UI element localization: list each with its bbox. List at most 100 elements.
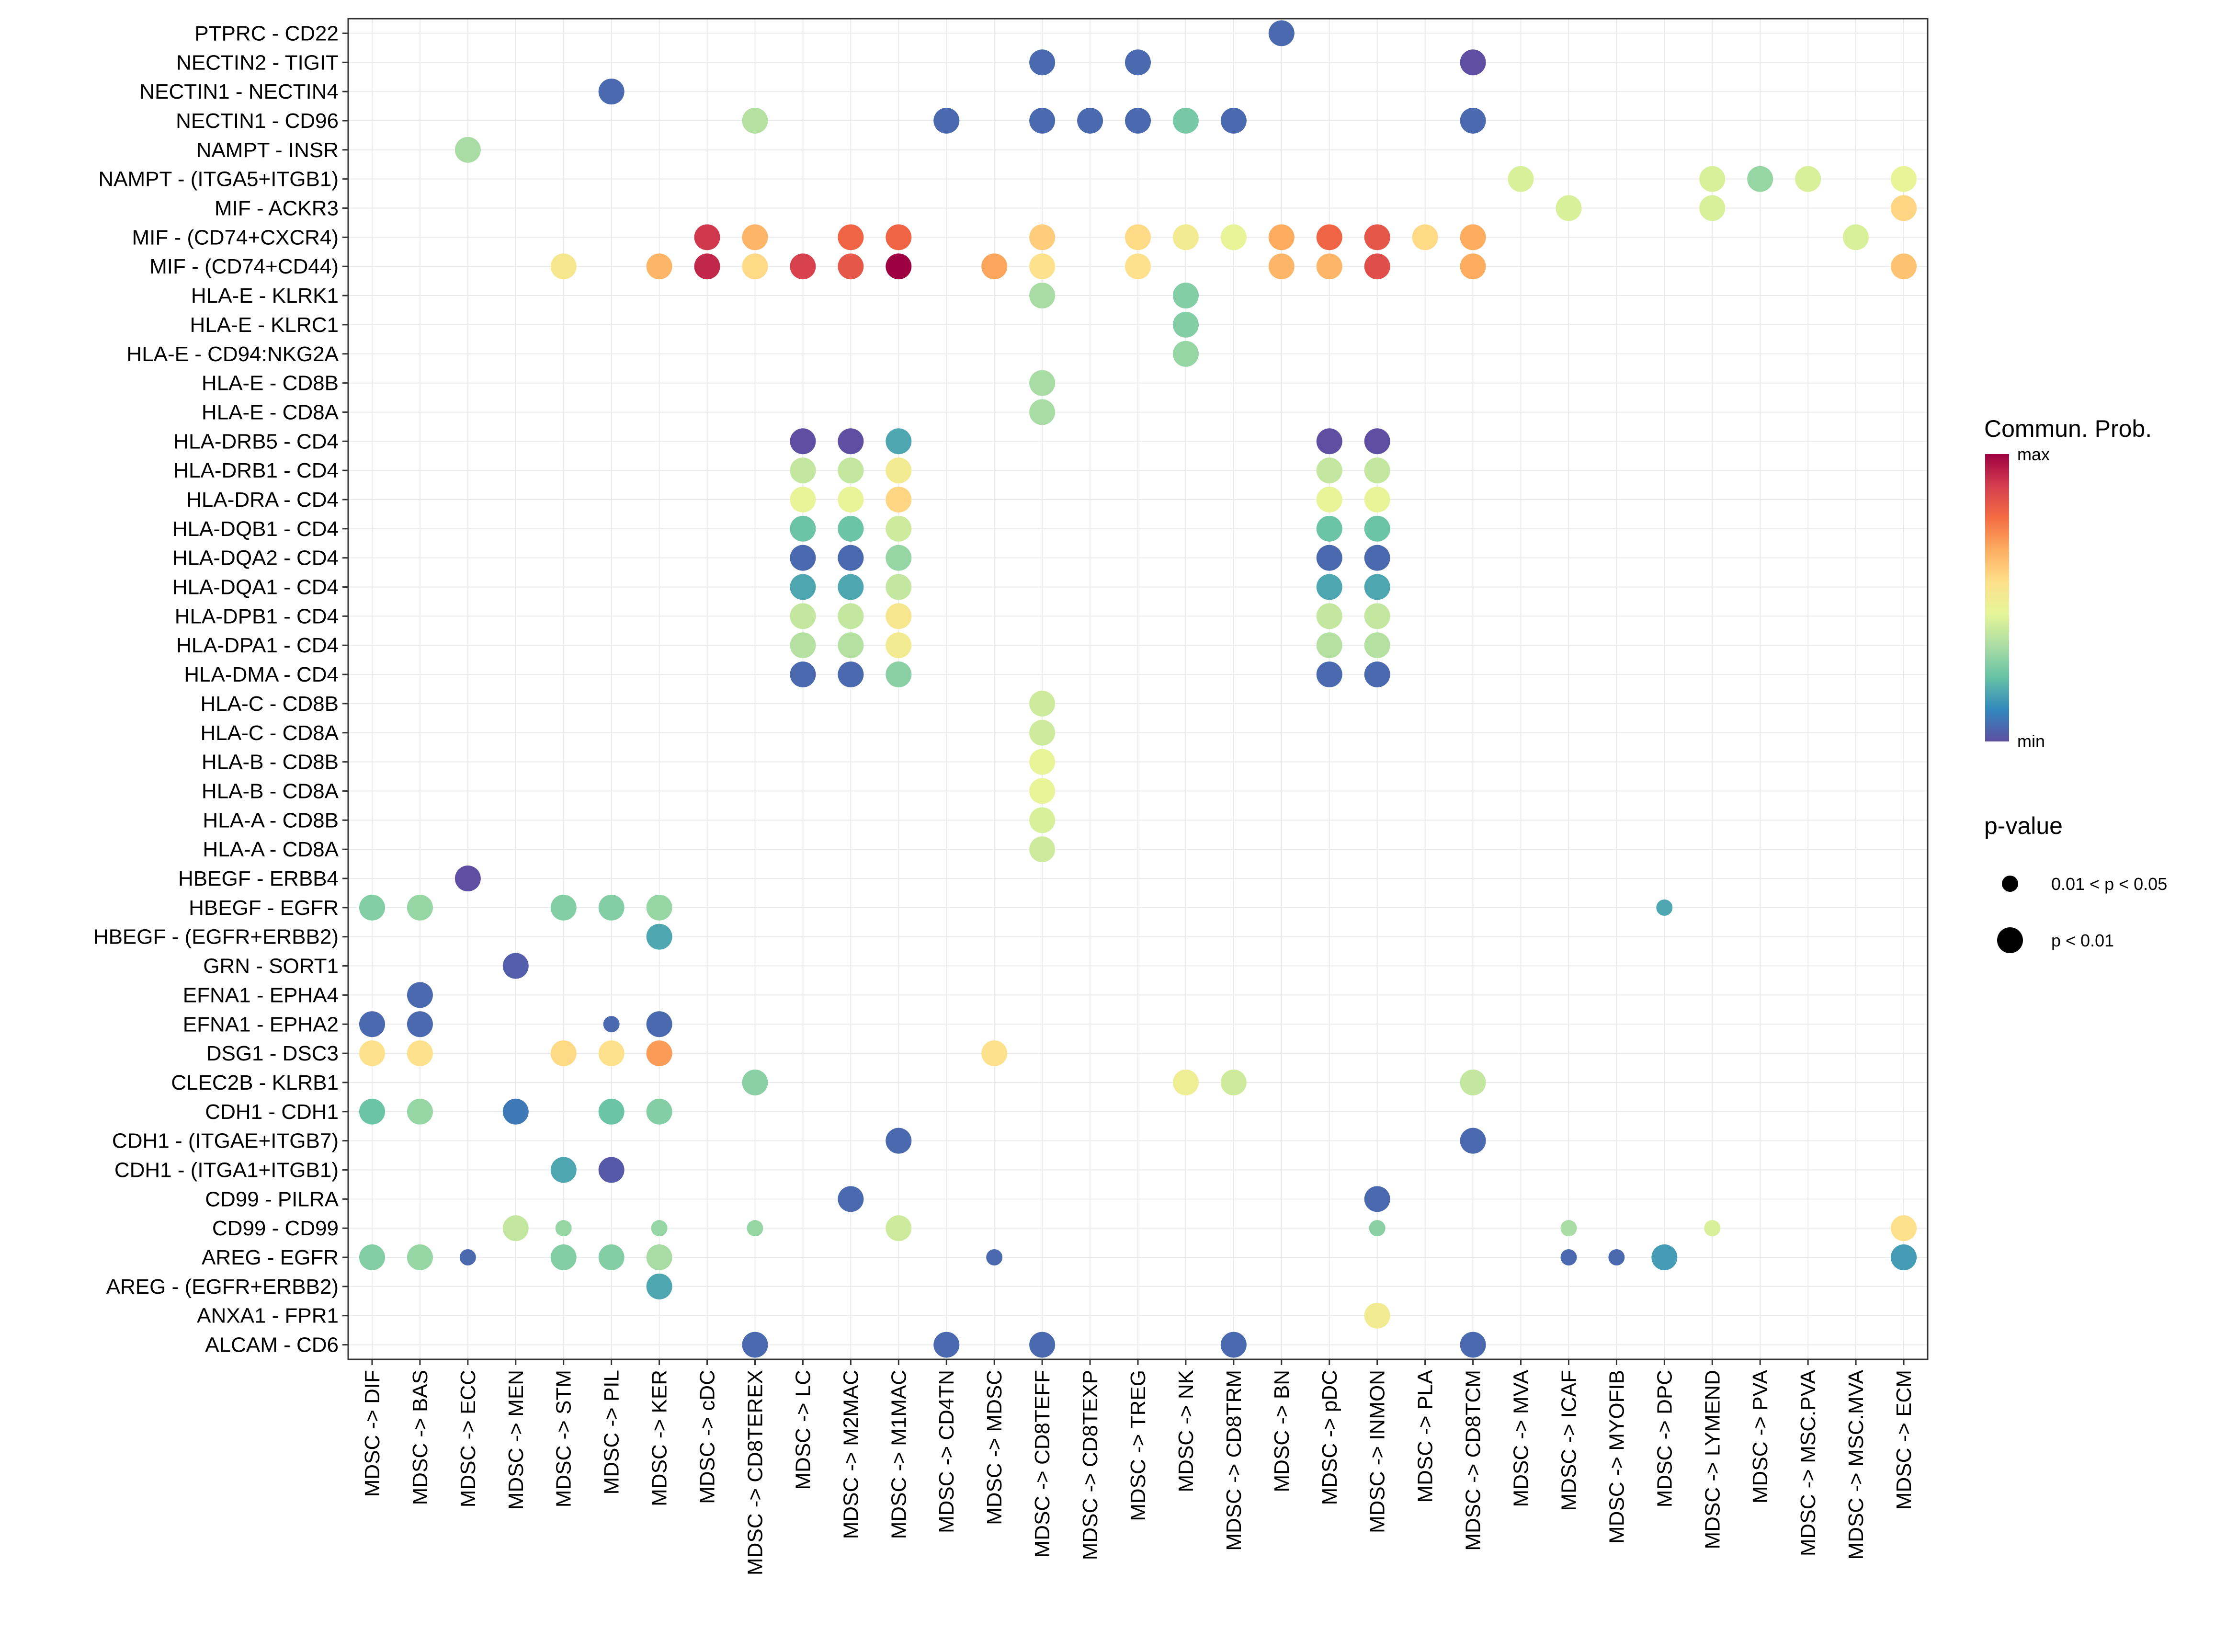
data-point (1029, 253, 1056, 280)
data-point (598, 1098, 625, 1125)
data-point (1125, 253, 1151, 280)
data-point (1316, 515, 1342, 542)
data-point (1029, 49, 1056, 76)
data-point (838, 428, 864, 455)
x-tick-label: MDSC -> ECC (456, 1370, 480, 1507)
data-point (1029, 399, 1056, 425)
data-point (886, 1215, 912, 1242)
data-point (1460, 1069, 1486, 1095)
data-point (1508, 166, 1534, 192)
data-point (1029, 807, 1056, 833)
data-point (550, 894, 577, 921)
size-legend-label-large: p < 0.01 (2051, 931, 2114, 950)
x-tick-label: MDSC -> M1MAC (887, 1370, 910, 1539)
data-point (502, 1215, 529, 1242)
data-point (1316, 632, 1342, 659)
data-point (1029, 107, 1056, 134)
data-point (1172, 311, 1199, 338)
data-point (981, 253, 1008, 280)
data-point (1364, 486, 1390, 513)
x-tick-label: MDSC -> INMON (1366, 1370, 1389, 1533)
data-point (790, 457, 816, 484)
data-point (646, 1011, 672, 1037)
size-legend-label-small: 0.01 < p < 0.05 (2051, 874, 2167, 894)
x-tick-label: MDSC -> MYOFIB (1605, 1370, 1628, 1544)
data-point (1316, 224, 1342, 251)
data-point (1364, 1186, 1390, 1212)
data-point (986, 1249, 1003, 1266)
data-point (598, 1157, 625, 1183)
x-tick-label: MDSC -> cDC (696, 1370, 719, 1504)
y-tick-label: MIF - ACKR3 (215, 197, 339, 220)
data-point (1029, 283, 1056, 309)
y-tick-label: NAMPT - (ITGA5+ITGB1) (98, 168, 339, 191)
data-point (1364, 253, 1390, 280)
data-point (1699, 166, 1726, 192)
y-tick-label: HLA-E - KLRK1 (191, 284, 339, 308)
y-tick-label: CDH1 - (ITGA1+ITGB1) (114, 1158, 339, 1182)
data-point (598, 79, 625, 105)
data-point (359, 894, 385, 921)
data-point (359, 1098, 385, 1125)
data-point (359, 1011, 385, 1037)
data-point (459, 1249, 476, 1266)
data-point (1891, 253, 1917, 280)
data-point (1364, 632, 1390, 659)
y-tick-label: HLA-DRB1 - CD4 (173, 459, 339, 482)
data-point (1891, 1215, 1917, 1242)
data-point (1125, 49, 1151, 76)
data-point (1172, 1069, 1199, 1095)
x-tick-label: MDSC -> PVA (1749, 1369, 1772, 1504)
y-tick-label: CD99 - PILRA (205, 1187, 339, 1211)
data-point (1316, 486, 1342, 513)
y-tick-label: AREG - EGFR (202, 1246, 339, 1269)
x-tick-label: MDSC -> KER (648, 1370, 671, 1506)
data-point (550, 1157, 577, 1183)
data-point (747, 1220, 763, 1237)
data-point (1172, 341, 1199, 367)
data-point (598, 1040, 625, 1067)
data-point (1364, 661, 1390, 688)
data-point (1560, 1220, 1577, 1237)
y-tick-label: HLA-DMA - CD4 (184, 663, 339, 686)
y-tick-label: ANXA1 - FPR1 (197, 1304, 339, 1328)
data-point (1460, 49, 1486, 76)
data-point (838, 253, 864, 280)
data-point (838, 632, 864, 659)
data-point (502, 1098, 529, 1125)
data-point (1220, 1069, 1247, 1095)
y-tick-label: HLA-DPB1 - CD4 (175, 604, 339, 628)
data-point (838, 545, 864, 571)
data-point (359, 1244, 385, 1271)
data-point (886, 428, 912, 455)
data-point (555, 1220, 572, 1237)
data-point (838, 1186, 864, 1212)
data-point (1316, 603, 1342, 629)
y-tick-label: HLA-A - CD8A (203, 838, 339, 861)
y-tick-label: NECTIN1 - CD96 (176, 109, 339, 133)
data-point (1891, 166, 1917, 192)
x-tick-label: MDSC -> CD8TEXP (1079, 1370, 1102, 1560)
y-tick-label: HBEGF - (EGFR+ERBB2) (93, 925, 339, 949)
x-tick-label: MDSC -> PIL (600, 1370, 624, 1494)
y-tick-label: DSG1 - DSC3 (206, 1042, 339, 1065)
data-point (1412, 224, 1438, 251)
data-point (1699, 195, 1726, 221)
y-tick-label: HLA-B - CD8B (202, 751, 339, 774)
y-tick-label: HLA-C - CD8B (201, 692, 339, 716)
y-tick-label: AREG - (EGFR+ERBB2) (106, 1275, 339, 1299)
y-tick-label: HLA-E - CD94:NKG2A (126, 342, 339, 366)
x-tick-label: MDSC -> MEN (504, 1370, 528, 1510)
data-point (1364, 224, 1390, 251)
x-tick-label: MDSC -> ICAF (1557, 1370, 1580, 1511)
data-point (1029, 690, 1056, 717)
data-point (790, 486, 816, 513)
data-point (1172, 107, 1199, 134)
data-point (790, 428, 816, 455)
data-point (1125, 107, 1151, 134)
data-point (646, 1244, 672, 1271)
data-point (1364, 574, 1390, 600)
data-point (1608, 1249, 1625, 1266)
data-point (886, 1128, 912, 1154)
